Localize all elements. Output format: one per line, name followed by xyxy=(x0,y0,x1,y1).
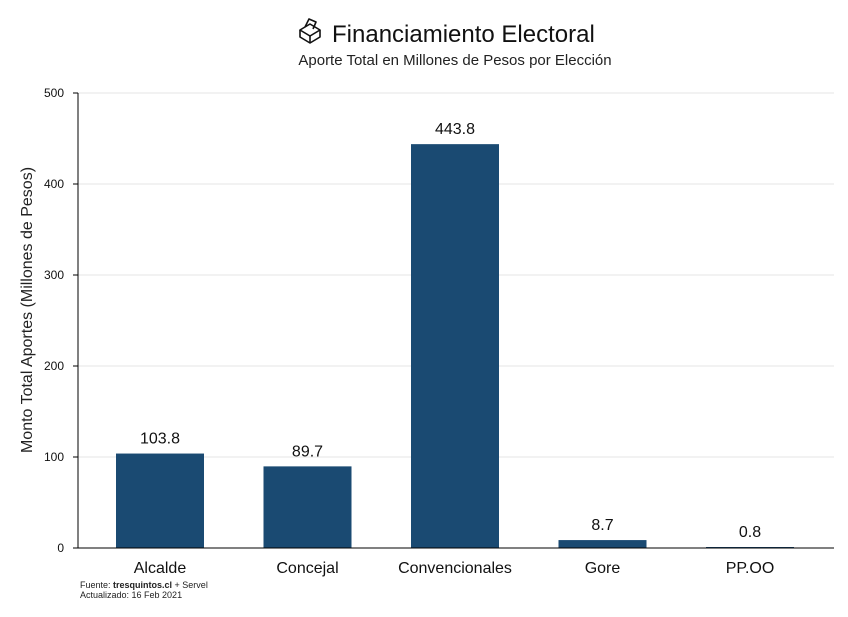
data-label: 443.8 xyxy=(435,121,475,138)
source-prefix: Fuente: xyxy=(80,580,113,590)
data-label: 0.8 xyxy=(739,524,761,541)
y-tick-label: 100 xyxy=(44,450,64,464)
x-tick-label: Convencionales xyxy=(398,560,512,577)
y-axis-ticks: 0 100 200 300 400 500 xyxy=(44,86,78,555)
x-tick-label: Gore xyxy=(585,560,621,577)
bar-gore xyxy=(558,540,647,548)
y-axis-label: Monto Total Aportes (Millones de Pesos) xyxy=(19,167,36,453)
bar-alcalde xyxy=(116,453,204,548)
chart-title: Financiamiento Electoral xyxy=(332,21,595,48)
chart-subtitle: Aporte Total en Millones de Pesos por El… xyxy=(298,52,611,69)
y-tick-label: 300 xyxy=(44,268,64,282)
bars xyxy=(116,144,794,548)
source-site: tresquintos.cl xyxy=(113,580,172,590)
data-label: 8.7 xyxy=(591,517,613,534)
data-label: 103.8 xyxy=(140,431,180,448)
y-tick-label: 200 xyxy=(44,359,64,373)
y-tick-label: 500 xyxy=(44,86,64,100)
x-axis-ticks: Alcalde Concejal Convencionales Gore PP.OO xyxy=(134,560,775,577)
y-tick-label: 0 xyxy=(57,541,64,555)
updated-note: Actualizado: 16 Feb 2021 xyxy=(80,590,182,600)
x-tick-label: Concejal xyxy=(276,560,338,577)
x-tick-label: Alcalde xyxy=(134,560,187,577)
ballot-box-icon xyxy=(299,18,321,44)
data-labels: 103.8 89.7 443.8 8.7 0.8 xyxy=(140,121,761,541)
y-tick-label: 400 xyxy=(44,177,64,191)
bar-convencionales xyxy=(411,144,499,548)
x-tick-label: PP.OO xyxy=(726,560,775,577)
bar-concejal xyxy=(263,466,352,548)
source-suffix: + Servel xyxy=(172,580,208,590)
source-note: Fuente: tresquintos.cl + Servel xyxy=(80,580,208,590)
data-label: 89.7 xyxy=(292,443,323,460)
